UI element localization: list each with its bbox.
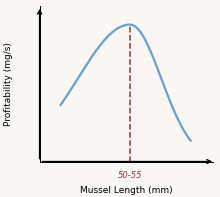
Text: Profitability (mg/s): Profitability (mg/s)	[4, 42, 13, 126]
Text: 50-55: 50-55	[118, 171, 142, 180]
Text: Mussel Length (mm): Mussel Length (mm)	[80, 186, 173, 195]
